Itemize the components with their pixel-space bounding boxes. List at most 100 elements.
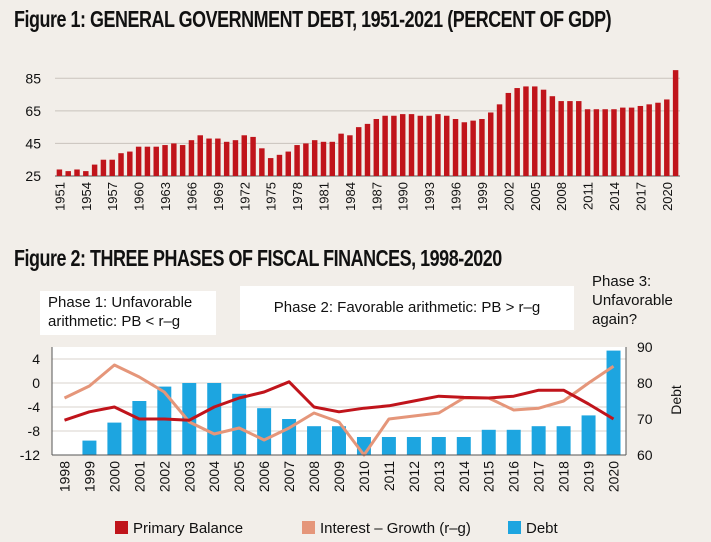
fig1-bar [188,140,195,176]
fig1-xtick-label: 1987 [369,182,384,211]
fig2-xtick-label: 2015 [481,461,497,492]
legend-primary-balance-label: Primary Balance [133,520,243,537]
fig1-bar [567,101,573,176]
fig1-bar [241,135,247,176]
fig1-bar [135,146,142,176]
fig2-yright-tick-label: 90 [637,339,653,355]
fig1-bar [285,151,292,176]
fig1-bar [347,135,353,176]
fig2-xtick-label: 2010 [356,461,372,492]
fig1-bar [259,148,265,176]
fig1-bar [540,89,547,176]
fig2-xtick-label: 2014 [456,461,472,492]
fig2-debt-bar [307,426,322,455]
fig1-bar [496,104,503,176]
fig2-xtick-label: 2016 [506,461,522,492]
fig1-bar [672,70,679,176]
fig1-bar [215,138,221,176]
fig2-yright-tick-label: 70 [637,411,653,427]
fig1-bar [593,109,600,176]
phase3-annotation: Phase 3: Unfavorable again? [592,273,673,328]
fig2-debt-bar [282,419,297,455]
fig2-xtick-label: 2002 [156,461,172,492]
fig1-bar [74,169,80,176]
fig1-bar [479,119,485,176]
fig1-bar [461,122,468,176]
fig1-bar [646,104,652,176]
fig2-debt-bar [107,422,122,455]
fig1-bar [408,114,415,176]
fig1-xtick-label: 2008 [554,182,569,211]
fig2-debt-bar [506,429,521,455]
fig1-bar [294,145,300,176]
fig2-xtick-label: 2006 [256,461,272,492]
fig1-xtick-label: 1975 [264,182,279,211]
fig1-xtick-label: 1978 [290,182,305,211]
fig1-ytick-label: 65 [25,103,41,119]
fig2-xtick-label: 2004 [206,461,222,492]
fig1-bar [329,141,336,176]
fig1-bar [144,146,151,176]
fig2-xtick-label: 1998 [56,461,72,492]
fig1-bar [100,159,107,176]
fig2-debt-bar [157,386,172,455]
fig1-bar [179,145,186,176]
fig2-debt-bar [556,426,571,455]
fig1-xtick-label: 1972 [237,182,252,211]
fig1-xtick-label: 1957 [105,182,120,211]
fig2-xtick-label: 2018 [556,461,572,492]
legend-interest-growth-swatch [302,521,315,534]
fig1-bar [223,141,230,176]
fig2-debt-bar [132,401,147,455]
fig2-xtick-label: 2000 [106,461,122,492]
legend-primary-balance-swatch [115,521,128,534]
fig1-bar [426,115,432,176]
fig2-debt-bar [332,426,346,455]
fig1-bar [118,153,124,176]
fig1-bar [109,159,115,176]
fig1-xtick-label: 2014 [607,182,622,211]
fig2-interest-growth-line [63,363,615,457]
fig1-bar [373,119,380,176]
fig2-xtick-label: 2009 [331,461,347,492]
fig1-bar [91,164,98,176]
fig1-xtick-label: 1954 [79,182,94,211]
fig1-bar [584,109,591,176]
fig1-xtick-label: 1963 [158,182,173,211]
fig1-xtick-label: 1993 [422,182,437,211]
fig2-yleft-tick-label: 0 [32,375,40,391]
fig2-debt-bar [456,437,471,455]
fig1-bar [197,135,203,176]
fig2-debt-bar [207,383,222,455]
fig2-debt-bar [82,440,97,455]
phase1-annotation: Phase 1: Unfavorable arithmetic: PB < r–… [40,291,216,335]
fig1-bar [83,171,89,176]
fig2-debt-bar [431,437,446,455]
fig1-bar [435,114,441,176]
fig1-bar [382,115,388,176]
legend-interest-growth-label: Interest – Growth (r–g) [320,520,471,537]
figure1-title: Figure 1: GENERAL GOVERNMENT DEBT, 1951-… [14,6,612,32]
phase2-annotation: Phase 2: Favorable arithmetic: PB > r–g [240,286,574,330]
fig1-bar [452,119,459,176]
fig1-bar [514,88,520,176]
fig2-yright-tick-label: 60 [637,447,653,463]
fig1-bar [391,115,397,176]
fig1-bar [364,123,371,176]
fig1-bar [488,112,494,176]
fig1-bar [320,141,327,176]
fig1-bar [162,145,168,176]
fig2-yleft-tick-label: 4 [32,351,40,367]
fig2-xtick-label: 2007 [281,461,297,492]
fig2-yleft-tick-label: -4 [28,399,41,415]
fig2-xtick-label: 1999 [81,461,97,492]
fig1-ytick-label: 45 [25,135,41,151]
fig1-xtick-label: 2005 [528,182,543,211]
fig2-yright-axis-label: Debt [668,385,684,415]
legend-debt-swatch [508,521,521,534]
fig1-bar [620,107,626,176]
fig1-bar [399,114,406,176]
fig1-bar [523,86,529,176]
fig1-bar [532,86,538,176]
